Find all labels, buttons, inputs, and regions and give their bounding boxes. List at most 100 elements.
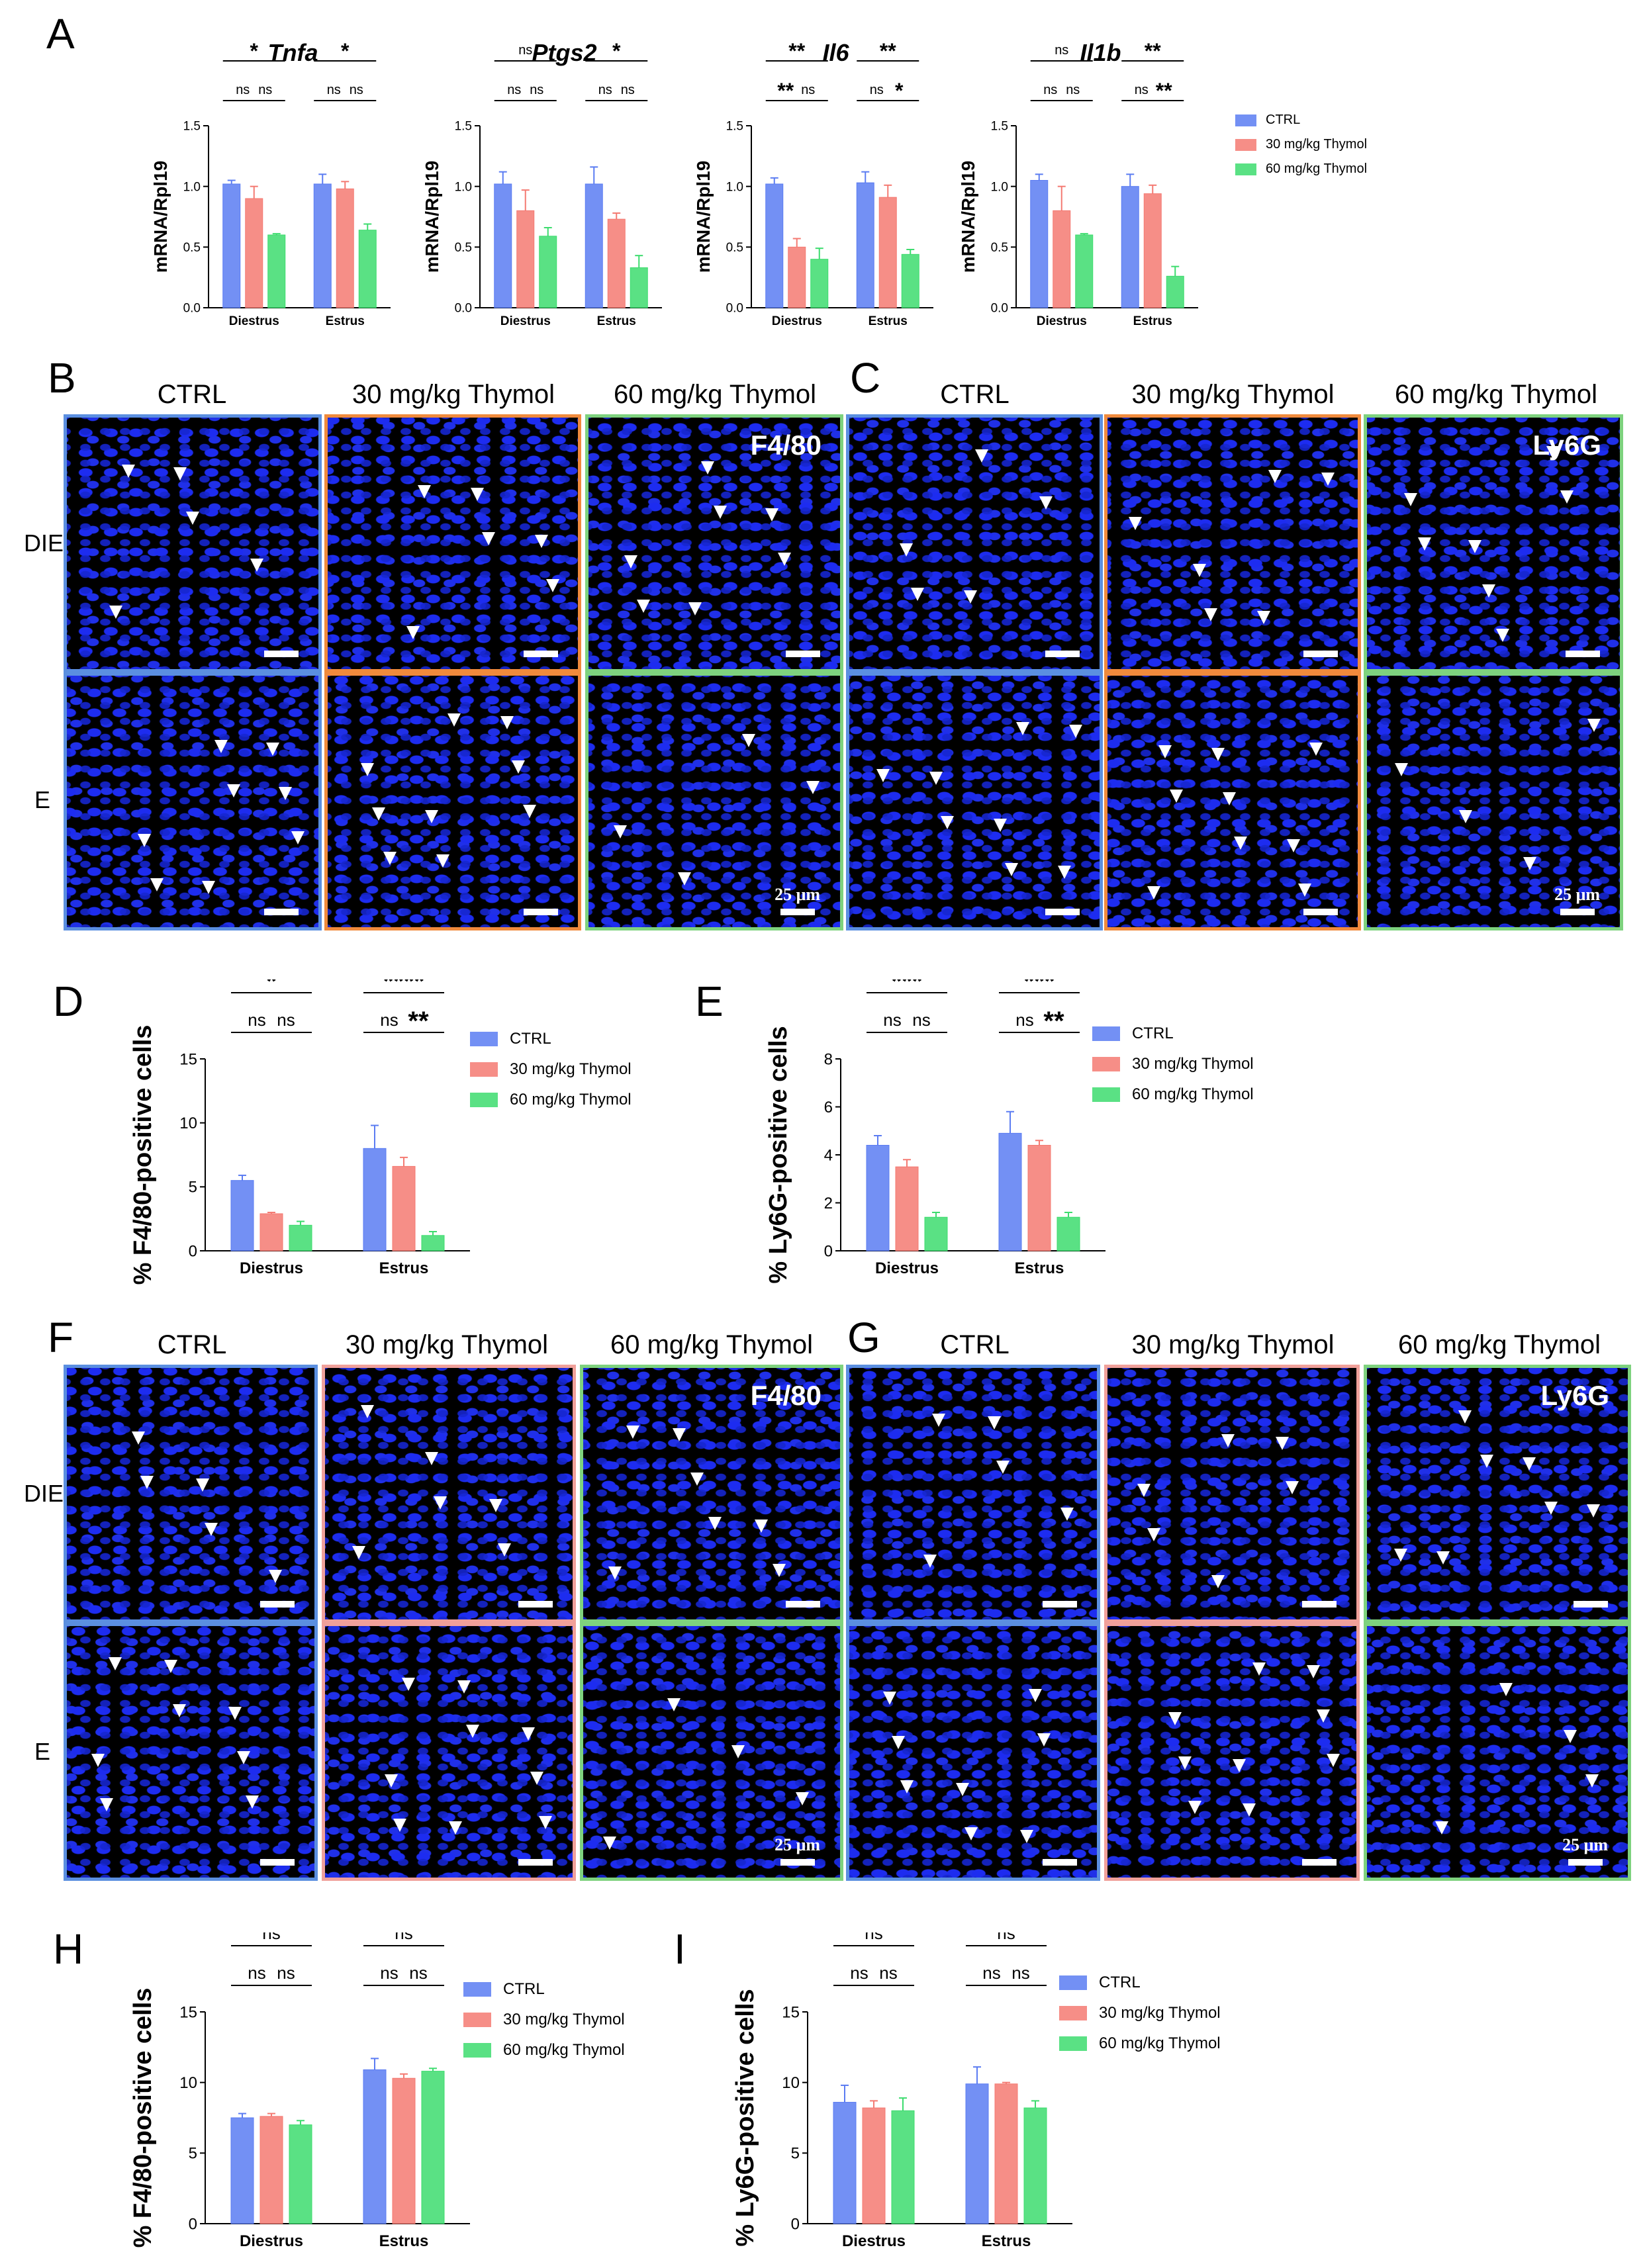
row-header-e-b: E bbox=[34, 786, 51, 813]
nuclei-texture bbox=[67, 676, 318, 927]
arrowhead-icon bbox=[291, 831, 305, 844]
sig-label: ** bbox=[777, 79, 794, 103]
legend-i: CTRL 30 mg/kg Thymol 60 mg/kg Thymol bbox=[1059, 1973, 1221, 2065]
sig-label: ns bbox=[277, 1010, 295, 1030]
arrowhead-icon bbox=[1287, 839, 1300, 852]
x-tick-label: Diestrus bbox=[229, 314, 279, 328]
scale-bar: 25 μm bbox=[1554, 885, 1600, 915]
bar bbox=[358, 230, 377, 308]
nuclei-texture bbox=[1367, 676, 1620, 927]
arrowhead-icon bbox=[714, 506, 727, 519]
chart-i-ly6g: % Ly6G-positive cells 0 5 10 15 Diestrus Estru… bbox=[735, 1932, 1072, 2250]
stain-label: Ly6G bbox=[1532, 430, 1601, 461]
bar bbox=[230, 1180, 254, 1251]
arrowhead-icon bbox=[447, 713, 461, 727]
arrowhead-icon bbox=[1221, 1434, 1235, 1447]
legend-e: CTRL 30 mg/kg Thymol 60 mg/kg Thymol bbox=[1092, 1024, 1254, 1116]
arrowhead-icon bbox=[1223, 792, 1236, 805]
bar bbox=[222, 183, 241, 308]
arrowhead-icon bbox=[535, 535, 548, 548]
legend-swatch bbox=[1235, 163, 1256, 175]
bar bbox=[1075, 234, 1094, 308]
arrowhead-icon bbox=[1394, 1549, 1407, 1562]
col-header-30-c: 30 mg/kg Thymol bbox=[1131, 380, 1335, 409]
legend-label: 60 mg/kg Thymol bbox=[1099, 2034, 1221, 2052]
bar bbox=[878, 197, 897, 308]
micrograph bbox=[1104, 1365, 1360, 1623]
legend-d: CTRL 30 mg/kg Thymol 60 mg/kg Thymol bbox=[470, 1030, 632, 1121]
legend-label: 60 mg/kg Thymol bbox=[1132, 1085, 1254, 1103]
legend-item: CTRL bbox=[463, 1980, 625, 1999]
x-tick-label: Estrus bbox=[1133, 314, 1172, 328]
micrograph: 25 μm bbox=[580, 1623, 843, 1881]
sig-label: ns bbox=[912, 1010, 930, 1030]
scale-bar bbox=[1043, 1601, 1077, 1608]
legend-item: 60 mg/kg Thymol bbox=[1235, 161, 1367, 177]
micrograph bbox=[324, 672, 581, 930]
panel-label-g: G bbox=[847, 1314, 880, 1361]
y-tick-label: 10 bbox=[782, 2074, 800, 2092]
col-header-ctrl-g: CTRL bbox=[940, 1330, 1010, 1359]
legend-swatch bbox=[463, 2043, 491, 2058]
micrograph bbox=[846, 1365, 1100, 1623]
col-header-ctrl-b: CTRL bbox=[157, 380, 227, 409]
y-tick-label: 0.0 bbox=[726, 302, 743, 316]
bar bbox=[289, 1224, 312, 1251]
bar bbox=[630, 267, 648, 308]
col-header-60-c: 60 mg/kg Thymol bbox=[1394, 380, 1598, 409]
arrowhead-icon bbox=[1158, 745, 1172, 758]
arrowhead-icon bbox=[1234, 837, 1247, 850]
panel-label-c: C bbox=[850, 354, 881, 402]
sig-label: * bbox=[895, 79, 904, 103]
arrowhead-icon bbox=[202, 881, 215, 894]
x-tick-label: Diestrus bbox=[842, 2232, 906, 2250]
panel-label-d: D bbox=[53, 977, 84, 1025]
arrowhead-icon bbox=[1459, 810, 1472, 823]
col-header-60-g: 60 mg/kg Thymol bbox=[1397, 1330, 1601, 1359]
nuclei-texture bbox=[849, 1368, 1097, 1619]
bar bbox=[289, 2124, 312, 2224]
y-axis-label: mRNA/Rpl19 bbox=[150, 161, 171, 273]
bar bbox=[392, 2077, 416, 2224]
arrowhead-icon bbox=[196, 1478, 209, 1492]
bar bbox=[833, 2102, 857, 2224]
bar bbox=[516, 210, 535, 308]
arrowhead-icon bbox=[1309, 743, 1323, 756]
arrowhead-icon bbox=[1435, 1821, 1448, 1835]
sig-label: ns bbox=[258, 83, 272, 97]
arrowhead-icon bbox=[138, 834, 151, 847]
scale-bar bbox=[524, 909, 558, 915]
micrograph bbox=[64, 672, 322, 930]
scale-bar-line bbox=[786, 1601, 820, 1608]
scale-bar-line bbox=[1043, 1601, 1077, 1608]
arrowhead-icon bbox=[361, 1405, 374, 1418]
y-axis-label: % Ly6G-positive cells bbox=[768, 1026, 792, 1283]
sig-label: ns bbox=[236, 83, 250, 97]
arrowhead-icon bbox=[1168, 1712, 1182, 1725]
bar bbox=[891, 2110, 915, 2224]
micrograph: F4/80 bbox=[585, 414, 843, 672]
arrowhead-icon bbox=[1496, 629, 1509, 642]
arrowhead-icon bbox=[988, 1416, 1001, 1429]
bar bbox=[313, 183, 332, 308]
arrowhead-icon bbox=[266, 743, 279, 756]
sig-label: ns bbox=[395, 1932, 412, 1943]
bar bbox=[862, 2107, 886, 2224]
micrograph: 25 μm bbox=[1364, 672, 1623, 930]
micrograph bbox=[322, 1623, 576, 1881]
arrowhead-icon bbox=[688, 602, 702, 615]
scale-bar-line bbox=[260, 1601, 295, 1608]
arrowhead-icon bbox=[796, 1792, 809, 1805]
y-axis-label: % F4/80-positive cells bbox=[132, 1988, 157, 2248]
y-tick-label: 0 bbox=[791, 2215, 800, 2233]
legend-label: CTRL bbox=[1132, 1024, 1174, 1042]
bar bbox=[1166, 275, 1184, 308]
arrowhead-icon bbox=[1395, 763, 1408, 776]
micrograph bbox=[1104, 672, 1361, 930]
scale-bar-line bbox=[1302, 1601, 1337, 1608]
arrowhead-icon bbox=[237, 1751, 250, 1764]
scale-bar-line bbox=[260, 1859, 295, 1866]
arrowhead-icon bbox=[122, 465, 135, 478]
micrograph: 25 μm bbox=[1364, 1623, 1631, 1881]
scale-bar bbox=[260, 1859, 295, 1866]
